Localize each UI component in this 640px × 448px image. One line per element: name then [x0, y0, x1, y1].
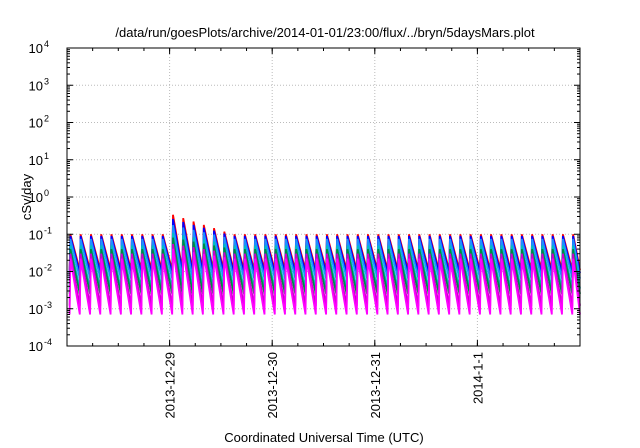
y-tick-exponent: -1: [44, 225, 52, 235]
x-tick-label: 2013-12-30: [265, 352, 280, 419]
chart-title: /data/run/goesPlots/archive/2014-01-01/2…: [115, 25, 535, 40]
y-tick-exponent: -3: [44, 300, 52, 310]
y-axis-label: cSv/day: [19, 173, 34, 220]
x-tick-label: 2013-12-29: [163, 352, 178, 419]
y-tick-label: 10: [29, 302, 43, 317]
x-tick-label: 2013-12-31: [368, 352, 383, 419]
y-tick-exponent: 1: [44, 151, 49, 161]
y-tick-label: 10: [29, 116, 43, 131]
x-axis-label: Coordinated Universal Time (UTC): [224, 430, 423, 445]
x-tick-label: 2014-1-1: [470, 352, 485, 404]
y-tick-label: 10: [29, 41, 43, 56]
x-axis: 2013-12-29 2013-12-30 2013-12-31 2014-1-1: [92, 48, 555, 419]
y-tick-exponent: 3: [44, 76, 49, 86]
y-tick-label: 10: [29, 265, 43, 280]
y-tick-label: 10: [29, 339, 43, 354]
y-tick-label: 10: [29, 190, 43, 205]
y-tick-label: 10: [29, 153, 43, 168]
y-tick-exponent: -2: [44, 263, 52, 273]
y-tick-label: 10: [29, 78, 43, 93]
y-tick-exponent: 4: [44, 39, 49, 49]
y-tick-exponent: 2: [44, 114, 49, 124]
y-tick-label: 10: [29, 227, 43, 242]
series-line: [68, 248, 581, 315]
series-lines: [68, 214, 581, 315]
y-tick-exponent: -4: [44, 337, 52, 347]
y-tick-exponent: 0: [44, 188, 49, 198]
